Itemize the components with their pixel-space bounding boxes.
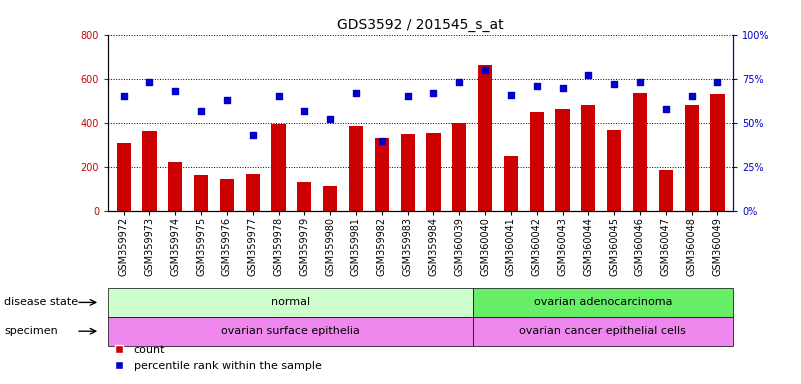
Text: disease state: disease state <box>4 297 78 308</box>
Bar <box>297 182 312 211</box>
Bar <box>272 124 286 211</box>
Point <box>634 79 646 85</box>
Text: specimen: specimen <box>4 326 58 336</box>
Bar <box>633 93 647 211</box>
Bar <box>582 105 595 211</box>
Point <box>427 90 440 96</box>
Point <box>556 84 569 91</box>
Bar <box>607 129 622 211</box>
Point <box>401 93 414 99</box>
Bar <box>108 317 473 346</box>
Text: ovarian surface epithelia: ovarian surface epithelia <box>221 326 360 336</box>
Point <box>530 83 543 89</box>
Point <box>376 137 388 144</box>
Bar <box>143 131 156 211</box>
Point <box>298 108 311 114</box>
Bar <box>473 288 733 317</box>
Point <box>659 106 672 112</box>
Bar <box>478 66 492 211</box>
Bar <box>108 288 473 317</box>
Point <box>117 93 130 99</box>
Text: ovarian cancer epithelial cells: ovarian cancer epithelial cells <box>519 326 686 336</box>
Point <box>272 93 285 99</box>
Bar <box>529 112 544 211</box>
Text: ovarian adenocarcinoma: ovarian adenocarcinoma <box>533 297 672 308</box>
Point <box>711 79 724 85</box>
Bar <box>555 109 570 211</box>
Bar <box>400 134 415 211</box>
Bar <box>219 179 234 211</box>
Bar <box>168 162 183 211</box>
Bar <box>452 123 466 211</box>
Legend: count, percentile rank within the sample: count, percentile rank within the sample <box>114 345 321 371</box>
Bar <box>710 94 725 211</box>
Point <box>349 90 362 96</box>
Point <box>195 108 207 114</box>
Point <box>453 79 465 85</box>
Bar <box>658 170 673 211</box>
Point <box>582 72 595 78</box>
Point <box>685 93 698 99</box>
Bar <box>116 143 131 211</box>
Bar <box>473 317 733 346</box>
Bar <box>375 138 389 211</box>
Bar <box>685 105 698 211</box>
Point <box>246 132 259 138</box>
Point <box>220 97 233 103</box>
Bar <box>323 186 337 211</box>
Point <box>608 81 621 87</box>
Point <box>505 91 517 98</box>
Point <box>479 67 492 73</box>
Bar <box>194 175 208 211</box>
Point <box>169 88 182 94</box>
Bar <box>246 174 260 211</box>
Bar <box>504 156 518 211</box>
Bar <box>349 126 363 211</box>
Title: GDS3592 / 201545_s_at: GDS3592 / 201545_s_at <box>337 18 504 32</box>
Bar <box>426 133 441 211</box>
Point <box>143 79 156 85</box>
Point <box>324 116 336 122</box>
Text: normal: normal <box>271 297 310 308</box>
